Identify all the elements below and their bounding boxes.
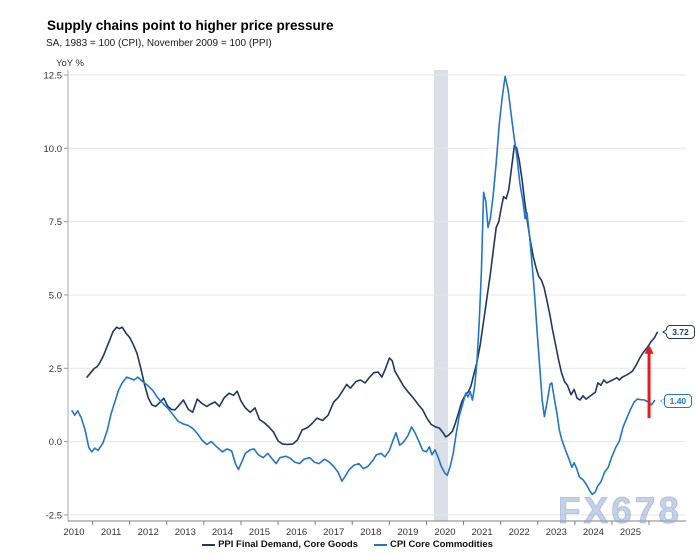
cpi-end-value-callout: 1.40: [659, 393, 693, 408]
x-tick-label: 2019: [397, 527, 418, 538]
x-tick-label: 2015: [249, 527, 270, 538]
x-tick-label: 2010: [63, 527, 84, 538]
y-tick-label: 0.0: [49, 437, 62, 448]
ppi-line: [86, 144, 659, 446]
ppi-end-value-callout: 3.72: [662, 325, 695, 340]
x-tick-label: 2011: [101, 527, 121, 538]
ppi-line-swatch: [202, 543, 216, 546]
x-tick-label: 2023: [546, 527, 567, 538]
x-tick-label: 2014: [212, 527, 233, 538]
axes: [64, 70, 686, 525]
y-tick-label: -2.5: [46, 510, 62, 521]
x-tick-label: 2013: [175, 527, 196, 538]
recession-band-rect: [433, 70, 448, 521]
ppi-legend-label: PPI Final Demand, Core Goods: [218, 539, 358, 550]
rising-price-arrow-annotation: [644, 344, 654, 419]
y-tick-label: 7.5: [49, 217, 62, 228]
x-tick-label: 2021: [472, 527, 493, 538]
legend: PPI Final Demand, Core Goods CPI Core Co…: [0, 539, 695, 550]
fx678-watermark: FX678: [557, 490, 683, 532]
cpi-legend-label: CPI Core Commodities: [389, 539, 493, 550]
x-tick-label: 2012: [138, 527, 159, 538]
y-tick-label: 2.5: [49, 364, 62, 375]
x-tick-label: 2018: [360, 527, 381, 538]
chart-title: Supply chains point to higher price pres…: [47, 18, 334, 33]
x-tick-label: 2025: [620, 527, 641, 538]
gridlines: [68, 74, 686, 516]
legend-item-ppi: PPI Final Demand, Core Goods: [202, 539, 358, 550]
recession-band: [433, 70, 448, 521]
cpi-line: [71, 75, 656, 496]
cpi-line-swatch: [373, 543, 387, 546]
x-tick-label: 2016: [286, 527, 307, 538]
y-tick-label: 5.0: [49, 290, 62, 301]
x-tick-label: 2020: [434, 527, 455, 538]
legend-item-cpi: CPI Core Commodities: [373, 539, 493, 550]
x-tick-label: 2017: [323, 527, 344, 538]
y-tick-label: 12.5: [44, 70, 63, 81]
y-tick-label: 10.0: [44, 144, 63, 155]
x-tick-label: 2022: [509, 527, 530, 538]
chart-subtitle: SA, 1983 = 100 (CPI), November 2009 = 10…: [46, 38, 272, 49]
x-tick-label: 2024: [583, 527, 604, 538]
red-arrow-head: [644, 344, 654, 354]
data-series-lines: [71, 75, 659, 496]
y-axis-unit-label: YoY %: [56, 58, 84, 69]
